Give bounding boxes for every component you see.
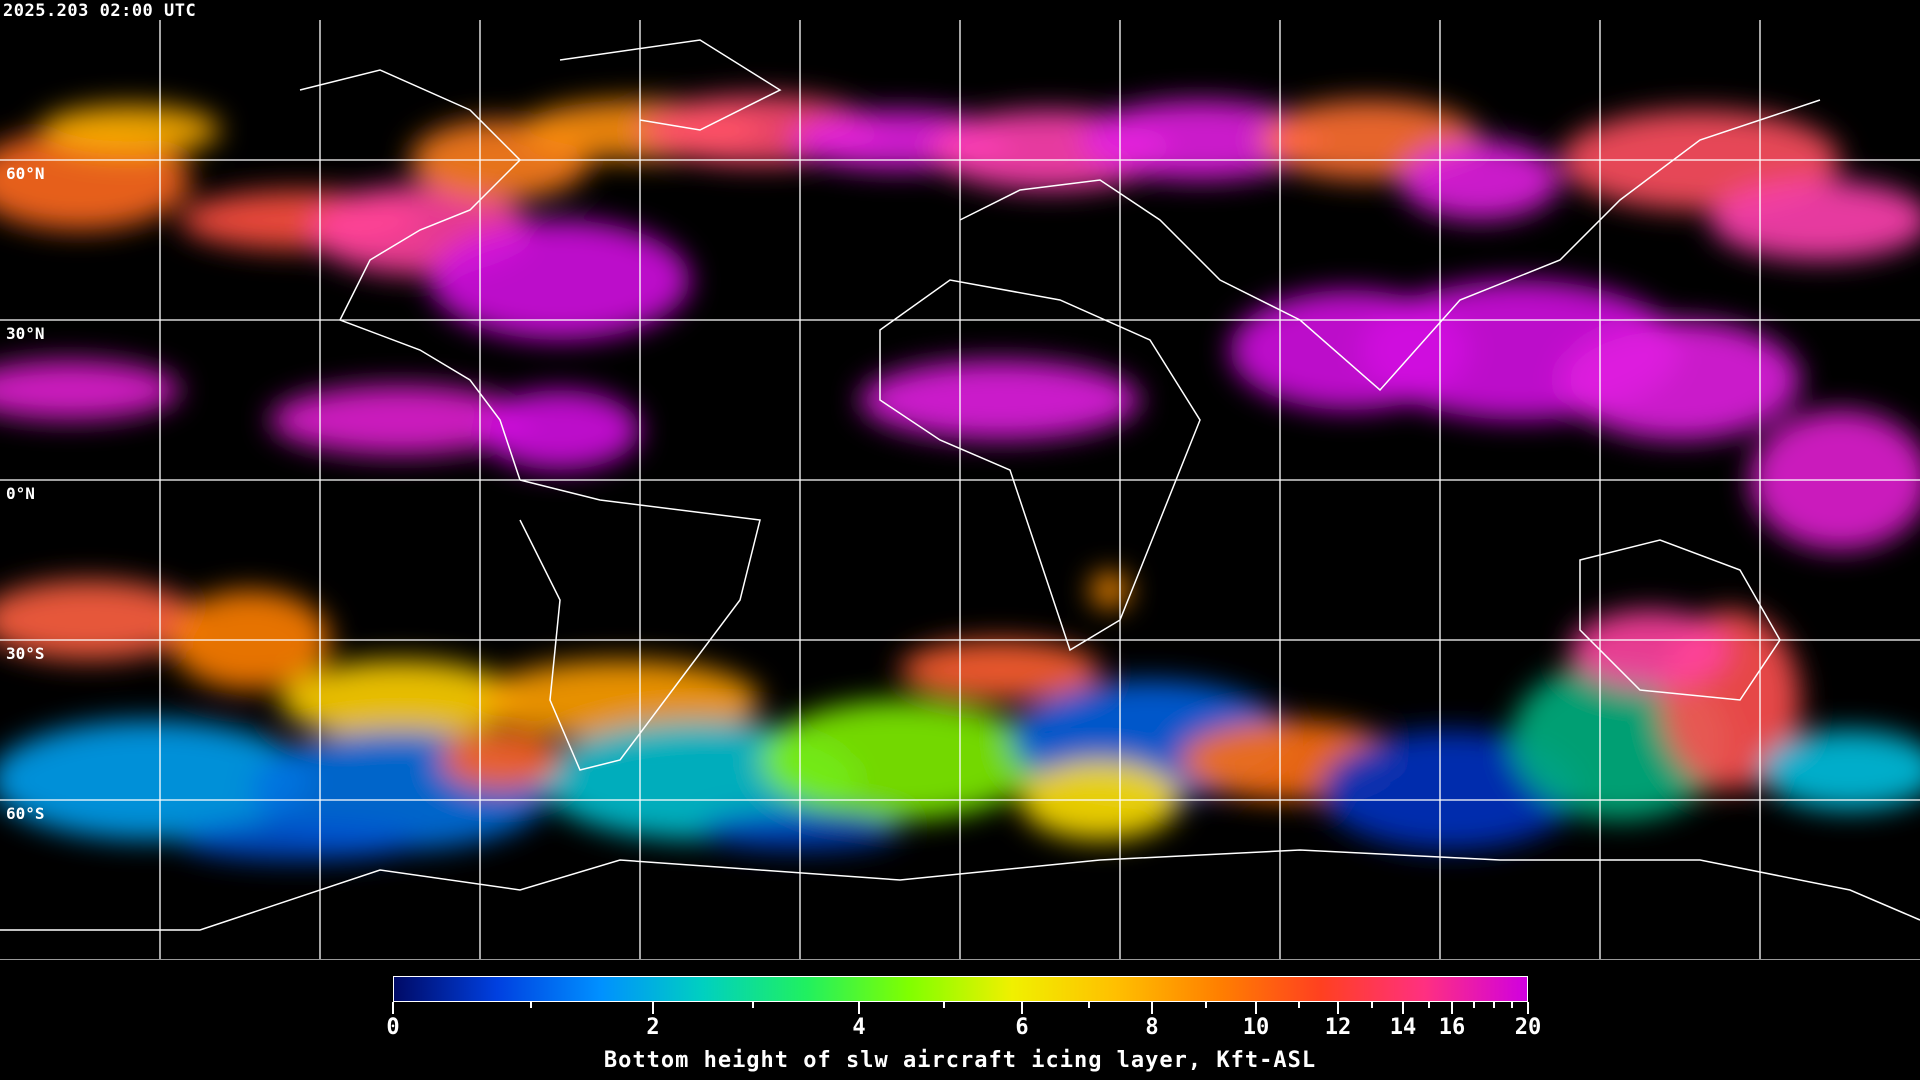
coastline — [959, 99, 1821, 392]
icing-cloud-region — [280, 660, 520, 740]
colorbar-major-tick — [1527, 1002, 1529, 1014]
icing-cloud-region — [180, 820, 420, 860]
graticule — [0, 20, 1920, 960]
tick-label-20: 20 — [1514, 1015, 1542, 1040]
icing-cloud-region — [480, 660, 760, 740]
coastline — [559, 39, 782, 131]
colorbar-minor-tick — [1371, 1002, 1373, 1008]
lat-label-0n: 0°N — [6, 484, 35, 503]
colorbar-major-tick — [1151, 1002, 1153, 1014]
colorbar-minor-tick — [1511, 1002, 1513, 1008]
lat-label-60s: 60°S — [6, 804, 45, 823]
colorbar-minor-tick — [1493, 1002, 1495, 1008]
colorbar-major-tick — [1255, 1002, 1257, 1014]
tick-label-10: 10 — [1242, 1015, 1270, 1040]
icing-cloud-region — [270, 385, 530, 455]
coastline — [299, 69, 522, 481]
icing-cloud-region — [440, 730, 560, 790]
icing-cloud-region — [0, 360, 180, 420]
colorbar-minor-tick — [530, 1002, 532, 1008]
colorbar-minor-tick — [752, 1002, 754, 1008]
colorbar-major-tick — [858, 1002, 860, 1014]
tick-label-6: 6 — [1015, 1015, 1029, 1040]
lat-label-30n: 30°N — [6, 324, 45, 343]
icing-cloud-region — [900, 640, 1100, 700]
coastline — [519, 479, 761, 771]
icing-cloud-region — [760, 700, 1040, 820]
colorbar-major-tick — [1402, 1002, 1404, 1014]
icing-cloud-region — [1400, 140, 1560, 220]
tick-label-16: 16 — [1438, 1015, 1466, 1040]
icing-cloud-region — [0, 720, 310, 840]
colorbar-minor-tick — [943, 1002, 945, 1008]
lat-label-60n: 60°N — [6, 164, 45, 183]
coastline — [879, 279, 1201, 652]
colorbar-minor-tick — [1298, 1002, 1300, 1008]
tick-label-4: 4 — [852, 1015, 866, 1040]
tick-label-0: 0 — [386, 1015, 400, 1040]
icing-cloud-region — [1570, 610, 1730, 690]
colorbar-major-tick — [1337, 1002, 1339, 1014]
icing-cloud-region — [430, 220, 690, 340]
icing-cloud-region — [1090, 572, 1130, 608]
colorbar-major-tick — [652, 1002, 654, 1014]
colorbar-major-tick — [392, 1002, 394, 1014]
tick-label-2: 2 — [646, 1015, 660, 1040]
tick-label-8: 8 — [1145, 1015, 1159, 1040]
colorbar-major-tick — [1451, 1002, 1453, 1014]
colorbar-minor-tick — [1088, 1002, 1090, 1008]
icing-cloud-region — [0, 130, 190, 230]
map-border — [0, 959, 1920, 960]
colorbar-minor-tick — [1205, 1002, 1207, 1008]
colorbar-major-tick — [1021, 1002, 1023, 1014]
icing-cloud-region — [1560, 320, 1800, 440]
colorbar-title: Bottom height of slw aircraft icing laye… — [603, 1048, 1317, 1073]
colorbar-minor-tick — [1473, 1002, 1475, 1008]
colorbar — [393, 976, 1528, 1002]
icing-cloud-region — [1760, 730, 1920, 810]
colorbar-minor-tick — [1428, 1002, 1430, 1008]
icing-cloud-region — [40, 105, 220, 155]
coastline — [0, 849, 1920, 931]
timestamp: 2025.203 02:00 UTC — [3, 1, 197, 21]
icing-cloud-region — [480, 390, 640, 470]
world-map — [0, 20, 1920, 960]
lat-label-30s: 30°S — [6, 644, 45, 663]
icing-cloud-region — [860, 360, 1140, 440]
tick-label-12: 12 — [1324, 1015, 1352, 1040]
icing-cloud-region — [1710, 180, 1920, 260]
tick-label-14: 14 — [1389, 1015, 1417, 1040]
